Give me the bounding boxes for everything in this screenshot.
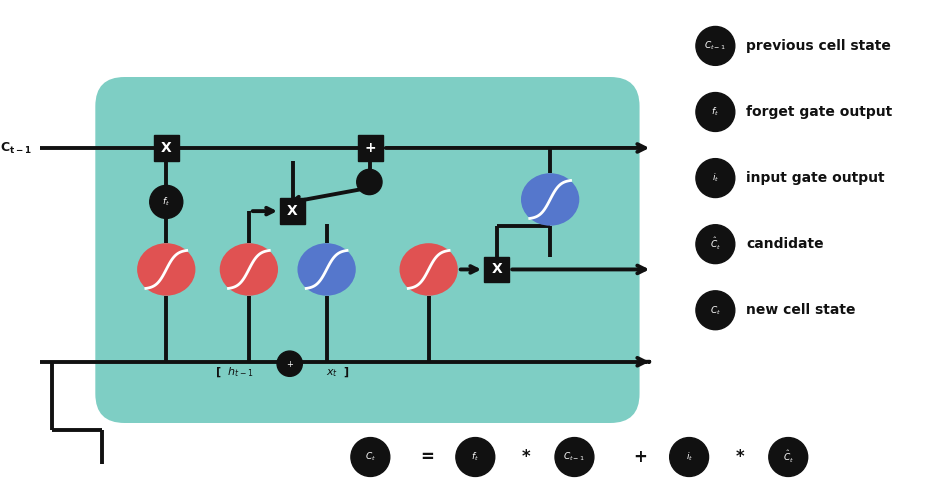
Text: +: +: [365, 141, 376, 155]
Text: forget gate output: forget gate output: [747, 105, 893, 119]
Circle shape: [696, 26, 734, 66]
Text: X: X: [161, 141, 172, 155]
FancyBboxPatch shape: [154, 136, 179, 160]
Text: $\mathbf{C_{t-1}}$: $\mathbf{C_{t-1}}$: [0, 140, 32, 156]
Text: X: X: [287, 204, 298, 218]
FancyBboxPatch shape: [95, 77, 639, 423]
Text: $i_t$: $i_t$: [686, 451, 693, 464]
Text: [  $h_{t-1}$: [ $h_{t-1}$: [215, 366, 254, 379]
Text: candidate: candidate: [747, 237, 824, 251]
Text: *: *: [522, 448, 530, 466]
Ellipse shape: [400, 243, 458, 296]
FancyBboxPatch shape: [280, 198, 305, 224]
Circle shape: [357, 170, 382, 194]
Text: $i_t$: $i_t$: [712, 172, 719, 184]
Ellipse shape: [137, 243, 196, 296]
Ellipse shape: [219, 243, 278, 296]
Text: X: X: [491, 262, 502, 276]
Circle shape: [696, 291, 734, 330]
Text: input gate output: input gate output: [747, 171, 885, 185]
Circle shape: [769, 438, 808, 476]
Circle shape: [351, 438, 390, 476]
Ellipse shape: [297, 243, 356, 296]
Text: $\hat{C}_t$: $\hat{C}_t$: [710, 236, 721, 252]
Text: $C_t$: $C_t$: [710, 304, 721, 316]
Text: $+$: $+$: [286, 358, 294, 368]
Text: $C_{t-1}$: $C_{t-1}$: [563, 451, 585, 464]
FancyBboxPatch shape: [358, 136, 383, 160]
Circle shape: [456, 438, 495, 476]
Text: +: +: [634, 448, 648, 466]
Text: previous cell state: previous cell state: [747, 39, 891, 53]
Text: $f_t$: $f_t$: [162, 196, 170, 208]
FancyBboxPatch shape: [484, 257, 509, 282]
Text: $C_{t-1}$: $C_{t-1}$: [704, 40, 727, 52]
Text: new cell state: new cell state: [747, 304, 856, 318]
Circle shape: [670, 438, 709, 476]
Text: $f_t$: $f_t$: [471, 451, 479, 464]
Circle shape: [696, 224, 734, 264]
Circle shape: [150, 186, 182, 218]
Text: $\hat{C}_t$: $\hat{C}_t$: [783, 449, 794, 465]
Text: $C_t$: $C_t$: [365, 451, 376, 464]
Text: =: =: [420, 448, 433, 466]
Text: $x_t$  ]: $x_t$ ]: [326, 366, 351, 379]
Circle shape: [555, 438, 594, 476]
Text: $f_t$: $f_t$: [712, 106, 719, 118]
Ellipse shape: [521, 173, 580, 226]
Circle shape: [696, 158, 734, 198]
Text: *: *: [735, 448, 744, 466]
Circle shape: [696, 92, 734, 132]
Circle shape: [277, 351, 302, 376]
